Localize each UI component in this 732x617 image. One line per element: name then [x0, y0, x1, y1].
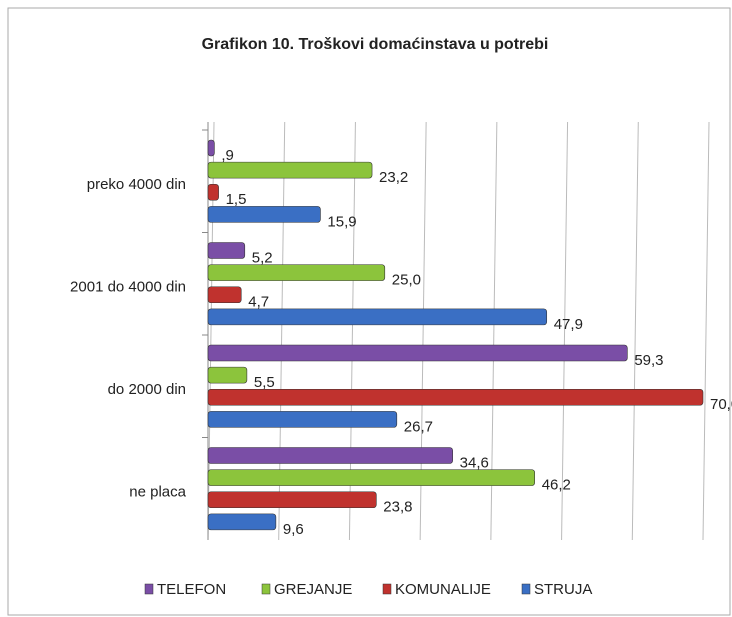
bar	[207, 264, 386, 281]
bar	[207, 161, 373, 179]
bar	[207, 388, 704, 406]
bar	[207, 491, 377, 509]
grid-line	[631, 121, 639, 541]
chart-title: Grafikon 10. Troškovi domaćinstava u pot…	[202, 36, 549, 53]
legend-swatch	[261, 583, 271, 595]
bar	[207, 286, 242, 304]
legend-label: TELEFON	[157, 581, 226, 598]
bar	[207, 513, 277, 531]
data-label: ,9	[221, 147, 234, 164]
legend-label: KOMUNALIJE	[395, 581, 491, 598]
data-label: 5,5	[254, 374, 275, 391]
data-label: 34,6	[460, 454, 489, 471]
y-tick-label: do 2000 din	[108, 381, 186, 398]
data-label: 25,0	[392, 272, 421, 289]
data-label: 15,9	[327, 213, 356, 230]
data-label: 46,2	[542, 477, 571, 494]
y-tick-label: preko 4000 din	[87, 176, 186, 193]
legend-label: STRUJA	[534, 581, 592, 598]
data-label: 47,9	[554, 316, 583, 333]
grid-line	[702, 121, 710, 541]
bar	[207, 366, 248, 384]
bar	[207, 242, 246, 259]
data-label: 4,7	[248, 294, 269, 311]
bar	[207, 206, 321, 223]
data-label: 70,0	[710, 396, 732, 413]
data-label: 23,2	[379, 169, 408, 186]
bar	[207, 183, 219, 201]
legend-label: GREJANJE	[274, 581, 352, 598]
bar	[207, 447, 453, 464]
legend-swatch	[521, 583, 531, 595]
data-label: 23,8	[383, 499, 412, 516]
data-label: 59,3	[634, 352, 663, 369]
grid-line	[561, 121, 569, 541]
bar	[207, 139, 215, 157]
bar	[207, 411, 398, 428]
legend-swatch	[144, 583, 154, 595]
bar	[207, 469, 536, 486]
y-tick-label: ne placa	[129, 484, 186, 501]
data-label: 1,5	[226, 191, 247, 208]
bar	[207, 308, 548, 326]
data-label: 9,6	[283, 521, 304, 538]
legend-swatch	[382, 583, 392, 595]
data-label: 5,2	[252, 249, 273, 266]
y-tick-label: 2001 do 4000 din	[70, 279, 186, 296]
bar	[207, 344, 628, 362]
data-label: 26,7	[404, 418, 433, 435]
